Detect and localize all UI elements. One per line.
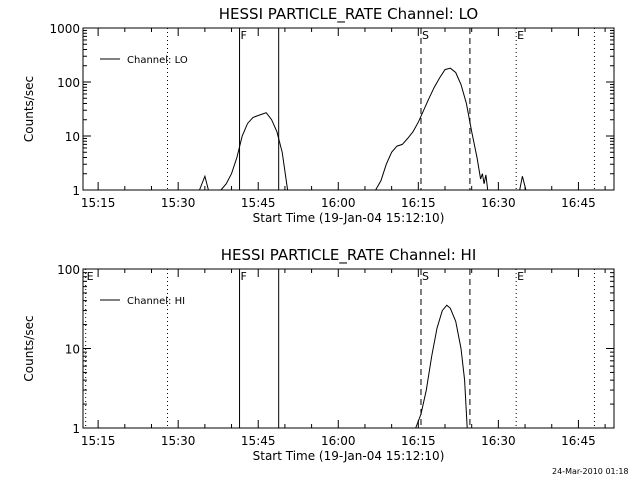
event-marker-label: S (422, 270, 429, 283)
x-tick-label: 16:45 (561, 196, 596, 210)
chart-title: HESSI PARTICLE_RATE Channel: HI (221, 246, 477, 265)
x-tick-label: 16:00 (321, 196, 356, 210)
y-axis-label: Counts/sec (22, 76, 36, 142)
y-tick-label: 1 (72, 422, 80, 436)
x-tick-label: 15:15 (81, 196, 116, 210)
y-tick-label: 100 (57, 76, 80, 90)
x-tick-label: 16:30 (481, 196, 516, 210)
legend-label: Channel: HI (127, 296, 185, 307)
series-line (199, 174, 209, 191)
x-tick-label: 15:45 (241, 196, 276, 210)
y-tick-label: 100 (57, 263, 80, 277)
x-axis-label: Start Time (19-Jan-04 15:12:10) (253, 211, 445, 225)
hi-channel-panel: HESSI PARTICLE_RATE Channel: HI E F S E 15:15… (22, 246, 615, 463)
x-tick-label: 15:30 (161, 434, 196, 448)
x-tick-label: 15:45 (241, 434, 276, 448)
series-line (220, 112, 289, 191)
event-marker-label: E (517, 270, 524, 283)
event-marker-label: E (517, 29, 524, 42)
x-axis-label: Start Time (19-Jan-04 15:12:10) (253, 449, 445, 463)
event-marker-label: S (422, 29, 429, 42)
y-tick-label: 10 (65, 130, 80, 144)
series-line (415, 304, 468, 429)
x-tick-label: 16:15 (401, 196, 436, 210)
event-marker-label: F (241, 270, 247, 283)
series-line (375, 67, 489, 191)
x-tick-label: 15:30 (161, 196, 196, 210)
series-line (519, 176, 527, 191)
plot-frame (82, 268, 615, 429)
y-axis-label: Counts/sec (22, 315, 36, 381)
y-tick-label: 1000 (49, 22, 80, 36)
x-tick-label: 15:15 (81, 434, 116, 448)
y-tick-label: 1 (72, 184, 80, 198)
plot-timestamp: 24-Mar-2010 01:18 (552, 467, 629, 476)
chart-title: HESSI PARTICLE_RATE Channel: LO (219, 5, 478, 24)
x-tick-label: 16:30 (481, 434, 516, 448)
lo-channel-panel: HESSI PARTICLE_RATE Channel: LOF S E15:15 1… (22, 5, 615, 225)
legend-label: Channel: LO (127, 55, 188, 66)
x-tick-label: 16:15 (401, 434, 436, 448)
y-tick-label: 10 (65, 343, 80, 357)
event-marker-label: E (87, 270, 94, 283)
plot-frame (82, 27, 615, 191)
x-tick-label: 16:45 (561, 434, 596, 448)
event-marker-label: F (241, 29, 247, 42)
x-tick-label: 16:00 (321, 434, 356, 448)
